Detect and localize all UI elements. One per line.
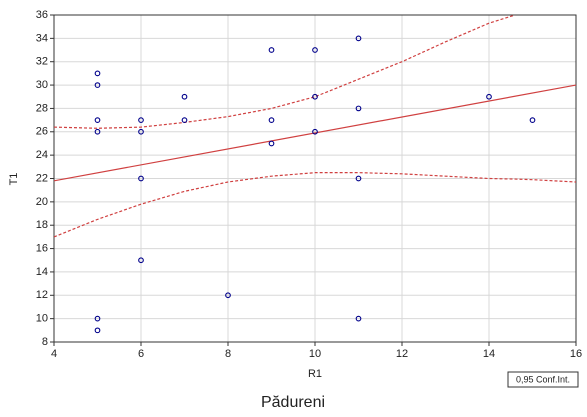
- point: [355, 175, 362, 182]
- x-tick-label: 8: [225, 348, 231, 360]
- point: [94, 315, 101, 322]
- y-tick-label: 10: [36, 313, 48, 325]
- x-tick-label: 10: [309, 348, 321, 360]
- x-tick-label: 4: [51, 348, 57, 360]
- y-tick-label: 34: [36, 32, 48, 44]
- legend-label: 0,95 Conf.Int.: [516, 374, 570, 384]
- point: [138, 257, 144, 264]
- point: [355, 35, 362, 42]
- point: [181, 93, 188, 100]
- plot-frame: [53, 14, 577, 343]
- point: [94, 82, 101, 88]
- point: [312, 47, 318, 53]
- point: [94, 327, 101, 334]
- x-tick-label: 12: [396, 348, 408, 360]
- point: [138, 175, 144, 182]
- conf-upper: [54, 15, 516, 129]
- chart-title: Pădureni: [261, 394, 325, 411]
- point: [94, 117, 101, 123]
- point: [181, 117, 188, 123]
- point: [94, 128, 101, 135]
- point: [94, 70, 101, 77]
- y-tick-label: 30: [36, 79, 48, 91]
- point: [355, 315, 362, 322]
- y-tick-label: 12: [36, 289, 48, 301]
- point: [529, 117, 536, 123]
- y-tick-label: 26: [36, 126, 48, 138]
- point: [138, 117, 144, 123]
- point: [268, 140, 275, 147]
- x-tick-label: 16: [570, 348, 582, 360]
- y-axis-label: T1: [8, 173, 20, 186]
- point: [355, 105, 362, 112]
- point: [486, 93, 492, 100]
- point: [138, 128, 144, 135]
- y-tick-label: 8: [42, 336, 48, 348]
- point: [312, 93, 318, 100]
- y-tick-label: 32: [36, 56, 48, 68]
- y-tick-label: 24: [36, 149, 48, 161]
- point: [268, 47, 275, 53]
- x-axis-label: R1: [308, 368, 322, 380]
- x-tick-label: 6: [138, 348, 144, 360]
- y-tick-label: 18: [36, 219, 48, 231]
- conf-lower: [54, 172, 576, 238]
- y-tick-label: 28: [36, 102, 48, 114]
- x-tick-label: 14: [483, 348, 495, 360]
- point: [268, 117, 275, 123]
- y-tick-label: 22: [36, 172, 48, 184]
- point: [225, 292, 231, 299]
- point: [312, 128, 318, 135]
- y-tick-label: 36: [36, 9, 48, 21]
- fit-line: [54, 84, 576, 182]
- y-tick-label: 20: [36, 196, 48, 208]
- y-tick-label: 14: [36, 266, 48, 278]
- y-tick-label: 16: [36, 242, 48, 254]
- legend-box: [507, 371, 579, 388]
